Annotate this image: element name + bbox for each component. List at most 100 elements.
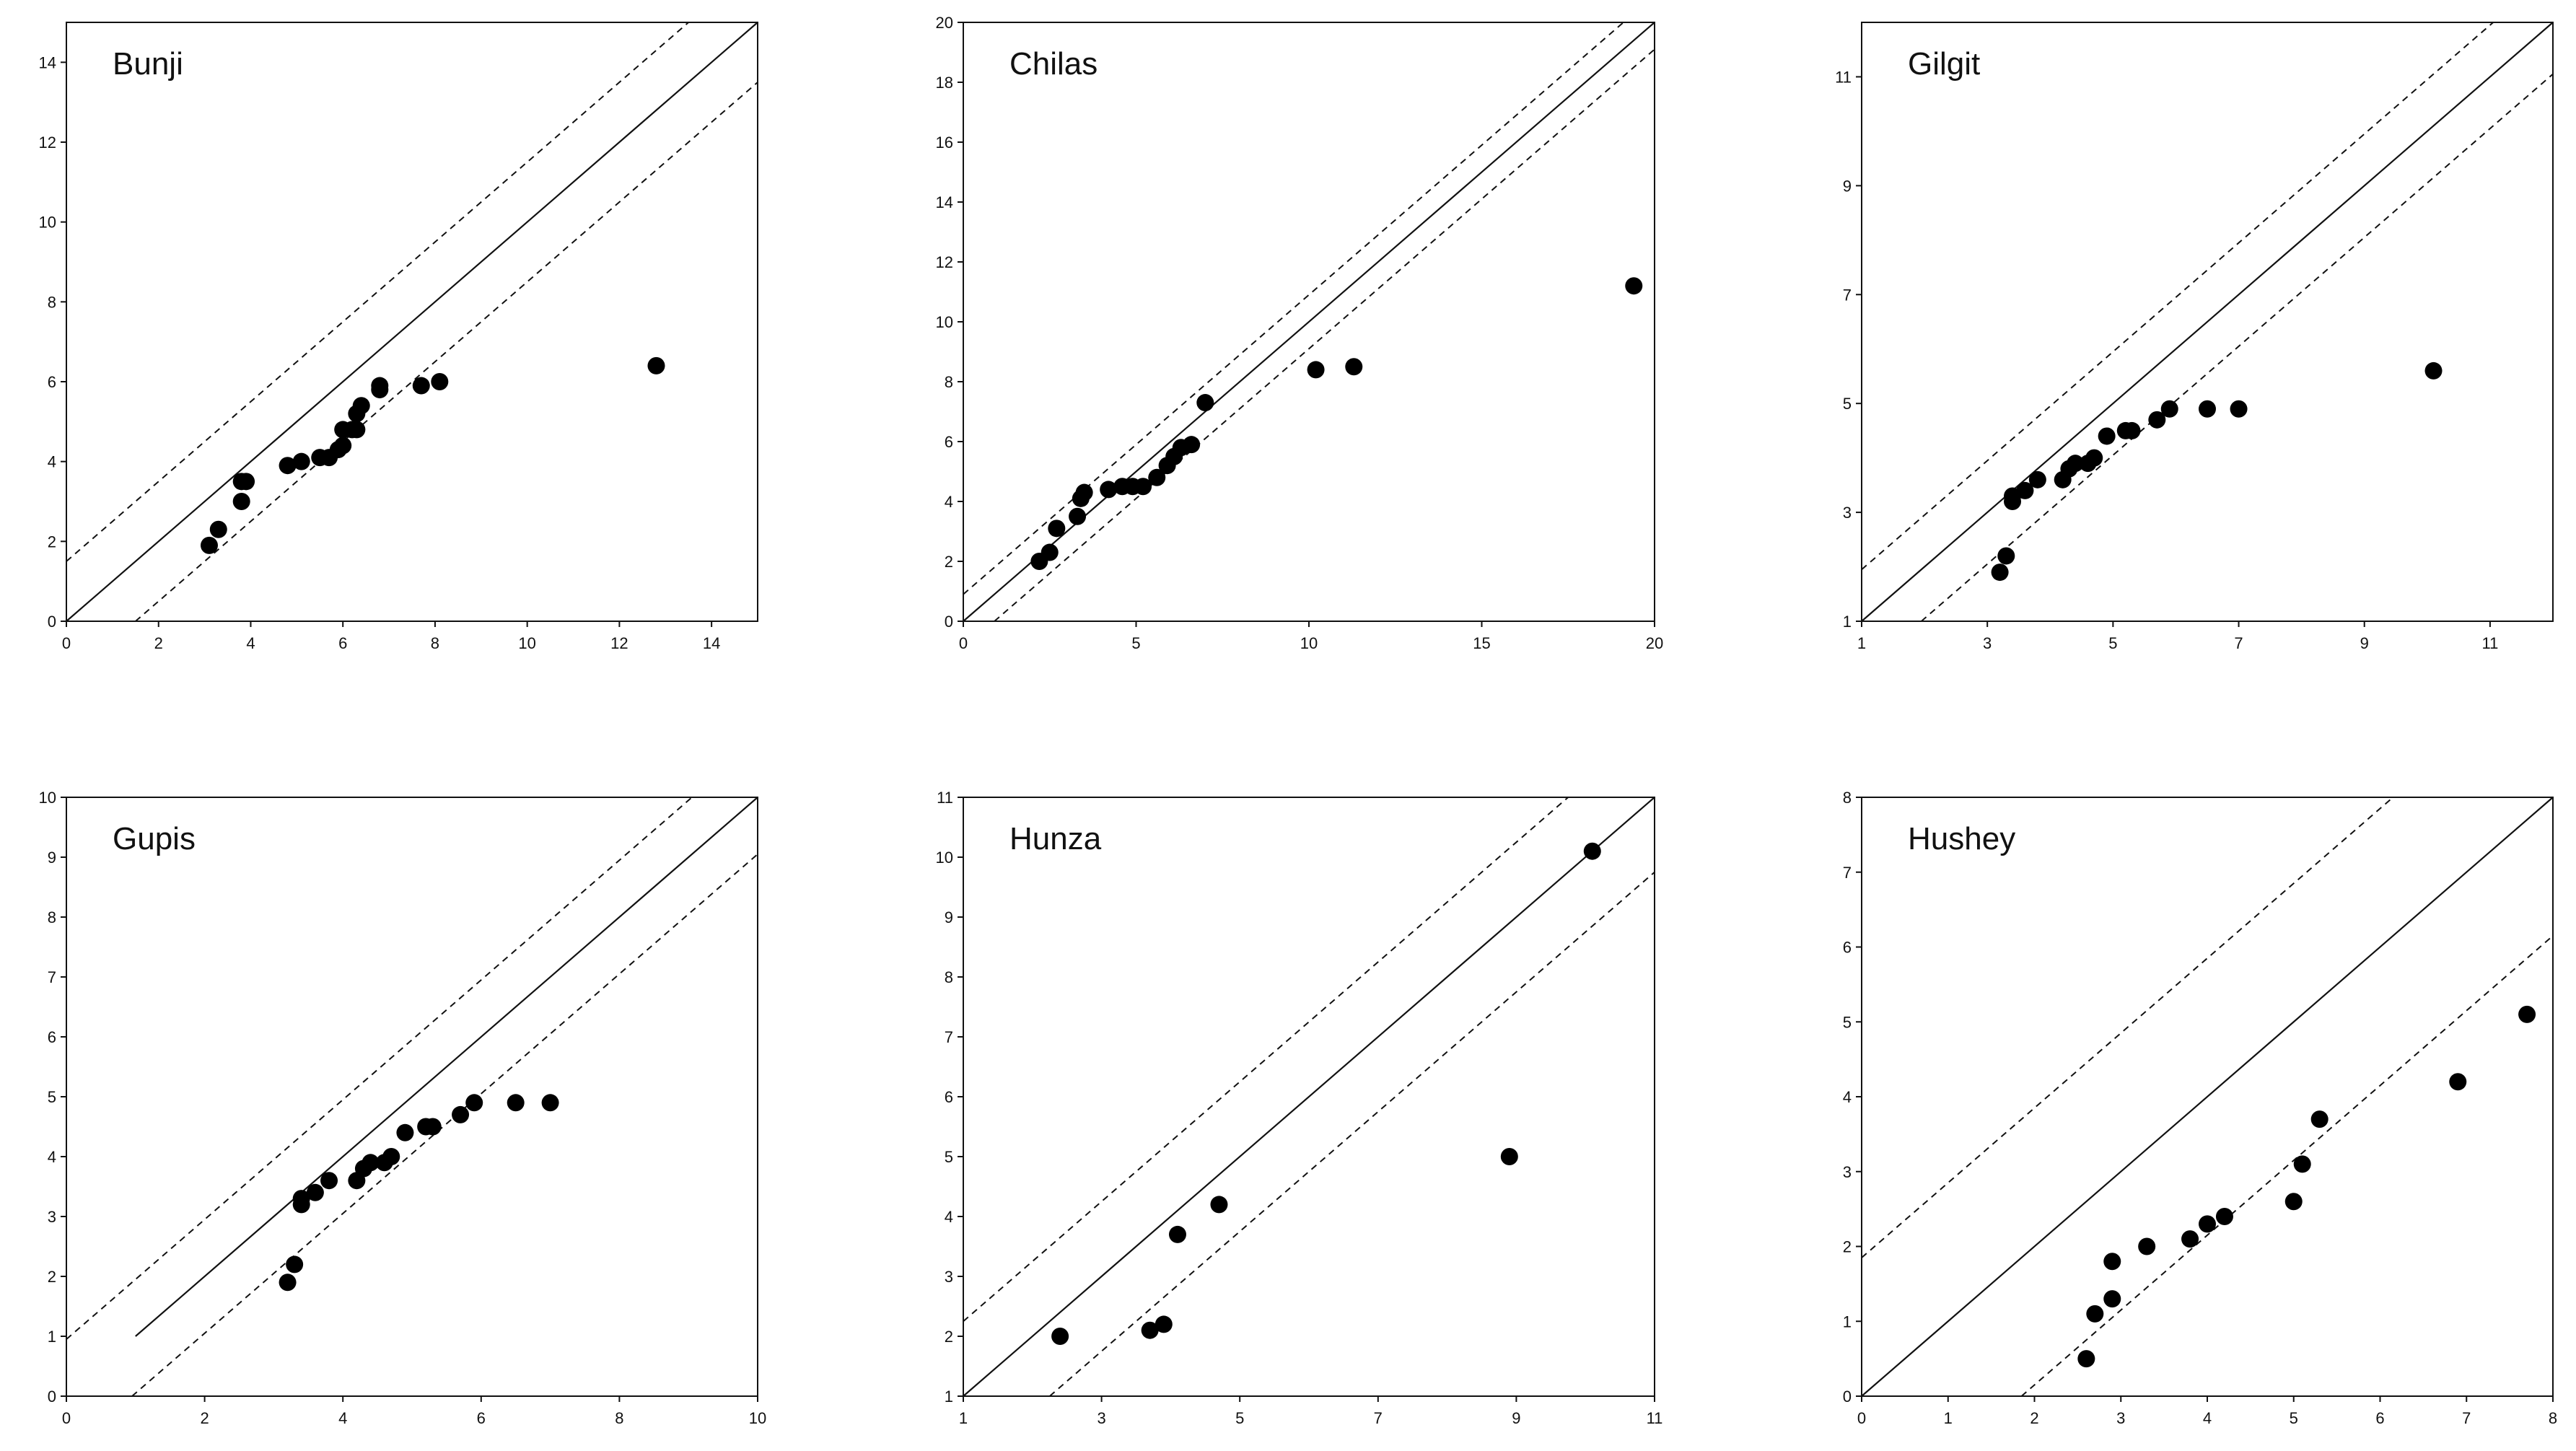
data-point <box>1148 468 1166 486</box>
x-tick-label: 4 <box>246 634 255 652</box>
data-point <box>2086 1305 2104 1323</box>
panel-title: Hushey <box>1908 821 2015 856</box>
x-tick-label: 10 <box>749 1409 766 1427</box>
y-tick-label: 9 <box>1843 177 1852 195</box>
lower-dashed-line <box>1049 871 1655 1397</box>
x-tick-label: 0 <box>959 634 968 652</box>
data-point <box>2016 481 2034 499</box>
data-point <box>334 437 352 455</box>
x-tick-label: 10 <box>1300 634 1318 652</box>
data-point <box>382 1148 400 1165</box>
data-point <box>2123 421 2141 439</box>
y-tick-label: 2 <box>945 553 953 571</box>
y-tick-label: 2 <box>48 532 56 551</box>
data-point <box>1069 507 1087 525</box>
data-point <box>1183 436 1201 454</box>
y-tick-label: 7 <box>1843 864 1852 882</box>
lower-dashed-line <box>1921 73 2554 622</box>
x-tick-label: 8 <box>615 1409 623 1427</box>
y-tick-label: 10 <box>936 849 953 867</box>
data-point <box>232 493 250 510</box>
one-to-one-line <box>1861 22 2554 622</box>
y-tick-label: 2 <box>1843 1238 1852 1256</box>
y-tick-label: 11 <box>937 789 953 807</box>
x-tick-label: 5 <box>1235 1409 1244 1427</box>
y-tick-label: 14 <box>39 53 56 71</box>
data-point <box>1134 478 1152 496</box>
y-tick-label: 6 <box>945 1088 953 1106</box>
data-point <box>2199 400 2216 418</box>
plot-frame <box>1861 22 2554 622</box>
one-to-one-line <box>1861 797 2554 1397</box>
data-point <box>431 373 449 390</box>
y-tick-label: 6 <box>48 373 56 391</box>
data-point <box>1155 1315 1173 1333</box>
x-tick-label: 3 <box>2116 1409 2125 1427</box>
data-point <box>292 452 310 470</box>
data-point <box>2518 1005 2536 1023</box>
panel-title: Chilas <box>1009 46 1098 82</box>
lower-dashed-line <box>2020 935 2554 1397</box>
y-tick-label: 4 <box>1843 1088 1852 1106</box>
data-point <box>1048 520 1066 538</box>
y-tick-label: 9 <box>48 849 56 867</box>
data-point <box>348 421 366 439</box>
y-tick-label: 8 <box>48 908 56 926</box>
x-tick-label: 7 <box>2234 634 2243 652</box>
x-tick-label: 2 <box>2030 1409 2038 1427</box>
y-tick-label: 5 <box>1843 395 1852 413</box>
y-tick-label: 6 <box>1843 939 1852 957</box>
data-point <box>1168 1225 1186 1243</box>
y-tick-label: 8 <box>945 968 953 986</box>
one-to-one-line <box>963 797 1655 1397</box>
data-point <box>1997 547 2015 565</box>
data-point <box>279 457 297 475</box>
upper-dashed-line <box>963 22 1624 595</box>
y-tick-label: 3 <box>1843 504 1852 522</box>
x-tick-label: 0 <box>62 634 71 652</box>
y-tick-label: 0 <box>48 1388 56 1406</box>
x-tick-label: 3 <box>1097 1409 1105 1427</box>
data-point <box>2028 470 2046 488</box>
plot-frame <box>66 22 758 622</box>
data-point <box>279 1274 297 1292</box>
data-point <box>1307 361 1325 379</box>
one-to-one-line <box>963 22 1655 622</box>
data-point <box>412 377 430 395</box>
y-tick-label: 1 <box>1843 1312 1852 1331</box>
upper-dashed-line <box>66 22 689 562</box>
data-point <box>2085 449 2103 467</box>
x-tick-label: 6 <box>2375 1409 2384 1427</box>
data-point <box>2160 400 2178 418</box>
x-tick-label: 7 <box>2462 1409 2471 1427</box>
x-tick-label: 1 <box>1944 1409 1953 1427</box>
data-point <box>2293 1155 2311 1173</box>
x-tick-label: 15 <box>1473 634 1490 652</box>
x-tick-label: 4 <box>338 1409 347 1427</box>
x-tick-label: 5 <box>1131 634 1140 652</box>
y-tick-label: 0 <box>945 613 953 631</box>
y-tick-label: 1 <box>48 1328 56 1346</box>
y-tick-label: 10 <box>39 214 56 232</box>
x-tick-label: 20 <box>1646 634 1663 652</box>
y-tick-label: 1 <box>945 1388 953 1406</box>
data-point <box>2449 1073 2467 1091</box>
x-tick-label: 11 <box>1647 1409 1663 1427</box>
x-tick-label: 9 <box>1512 1409 1520 1427</box>
x-tick-label: 5 <box>2108 634 2117 652</box>
y-tick-label: 20 <box>936 14 953 32</box>
y-tick-label: 14 <box>936 193 953 211</box>
data-point <box>371 377 389 395</box>
y-tick-label: 4 <box>945 493 953 511</box>
data-point <box>1345 358 1363 376</box>
data-point <box>2181 1230 2199 1248</box>
y-tick-label: 6 <box>945 433 953 451</box>
data-point <box>396 1123 414 1141</box>
x-tick-label: 4 <box>2203 1409 2212 1427</box>
y-tick-label: 2 <box>945 1328 953 1346</box>
x-tick-label: 5 <box>2290 1409 2298 1427</box>
y-tick-label: 12 <box>936 253 953 271</box>
data-point <box>507 1094 525 1112</box>
lower-dashed-line <box>131 854 758 1397</box>
